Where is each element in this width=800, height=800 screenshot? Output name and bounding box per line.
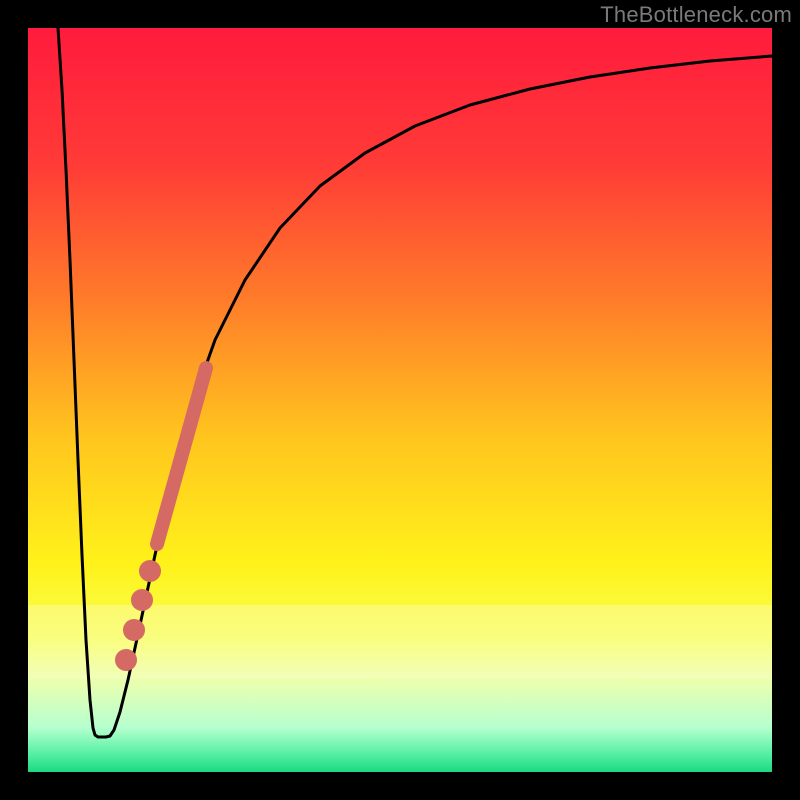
highlight-dot [115, 649, 137, 671]
highlight-dot [123, 619, 145, 641]
highlight-band [28, 605, 772, 679]
highlight-dot [139, 560, 161, 582]
chart-container: { "watermark": "TheBottleneck.com", "can… [0, 0, 800, 800]
watermark-text: TheBottleneck.com [600, 2, 792, 28]
highlight-dot [131, 589, 153, 611]
bottleneck-chart [0, 0, 800, 800]
